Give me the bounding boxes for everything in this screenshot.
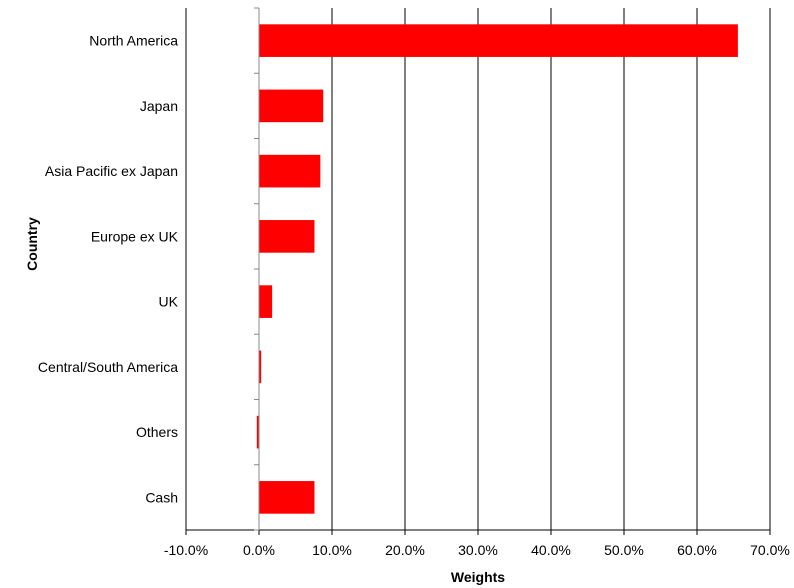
category-label-2: Asia Pacific ex Japan <box>45 163 178 179</box>
x-tick-label-6: 50.0% <box>604 542 644 558</box>
tick-labels: -10.0% 0.0% 10.0% 20.0% 30.0% 40.0% 50.0% 60.0%… <box>164 542 790 558</box>
category-label-5: Central/South America <box>38 359 178 375</box>
y-axis-title: Country <box>24 217 40 271</box>
bar-6 <box>256 415 259 449</box>
x-tick-label-0: -10.0% <box>164 542 208 558</box>
bars <box>256 24 738 514</box>
x-tick-label-7: 60.0% <box>677 542 717 558</box>
x-tick-label-5: 40.0% <box>531 542 571 558</box>
axes <box>185 7 771 535</box>
x-tick-label-8: 70.0% <box>750 542 790 558</box>
gridlines <box>185 8 771 530</box>
category-label-1: Japan <box>140 98 178 114</box>
bar-0 <box>259 24 738 57</box>
category-label-7: Cash <box>145 489 178 505</box>
bar-2 <box>259 154 321 188</box>
category-label-6: Others <box>136 424 178 440</box>
bar-7 <box>259 481 315 514</box>
category-label-3: Europe ex UK <box>91 228 179 244</box>
x-tick-label-1: 0.0% <box>243 542 275 558</box>
bar-3 <box>259 220 315 253</box>
category-labels: North America Japan Asia Pacific ex Japan E… <box>38 33 179 506</box>
category-label-4: UK <box>159 294 179 310</box>
x-tick-label-2: 10.0% <box>312 542 352 558</box>
x-tick-label-3: 20.0% <box>385 542 425 558</box>
bar-5 <box>259 350 262 384</box>
x-axis-title: Weights <box>451 569 505 585</box>
x-tick-label-4: 30.0% <box>458 542 498 558</box>
bar-4 <box>259 285 273 318</box>
bar-1 <box>259 89 324 123</box>
category-label-0: North America <box>89 33 178 49</box>
